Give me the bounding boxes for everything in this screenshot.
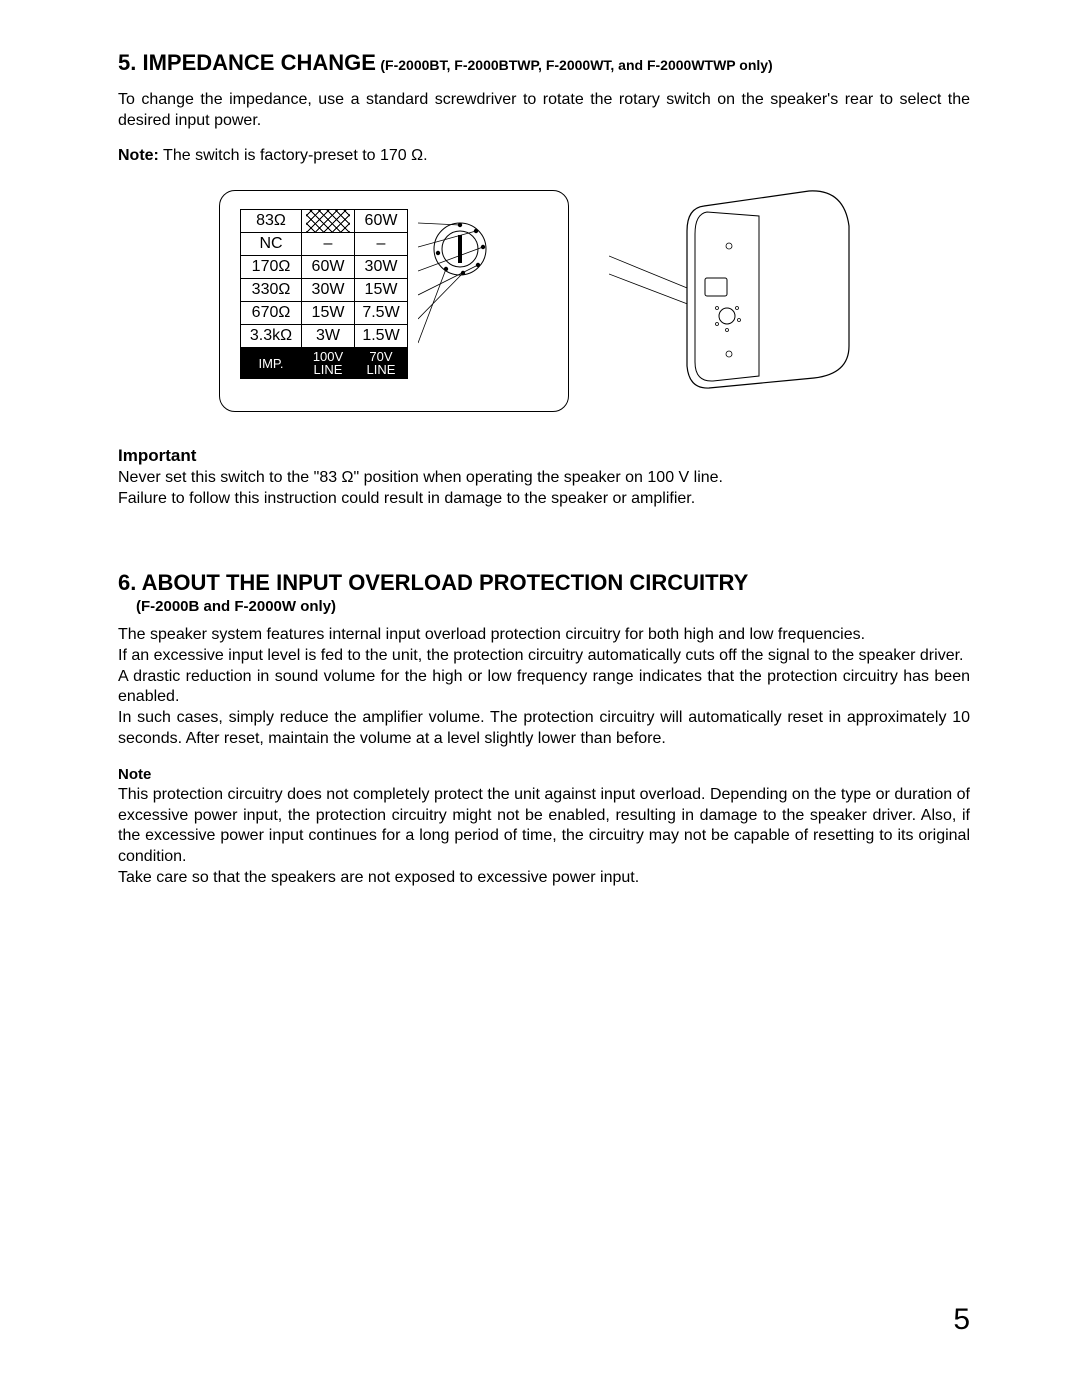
hdr-imp: IMP. — [241, 348, 302, 379]
cell-100v: – — [302, 233, 355, 256]
cell-70v: 7.5W — [355, 302, 408, 325]
section6-p2: If an excessive input level is fed to th… — [118, 646, 970, 667]
table-row: 3.3kΩ 3W 1.5W — [241, 325, 408, 348]
cell-100v: 15W — [302, 302, 355, 325]
section6-note-p1: This protection circuitry does not compl… — [118, 785, 970, 868]
hatch-icon — [306, 210, 350, 232]
section6-p3: A drastic reduction in sound volume for … — [118, 667, 970, 709]
hdr-100v: 100VLINE — [302, 348, 355, 379]
section6-note-p2: Take care so that the speakers are not e… — [118, 868, 970, 889]
section6-heading: 6. ABOUT THE INPUT OVERLOAD PROTECTION C… — [118, 570, 970, 596]
cell-70v: 60W — [355, 210, 408, 233]
cell-70v: – — [355, 233, 408, 256]
table-row: 83Ω 60W — [241, 210, 408, 233]
cell-100v: 3W — [302, 325, 355, 348]
cell-imp: 83Ω — [241, 210, 302, 233]
impedance-table: 83Ω 60W NC – – 170Ω 60W 30W 330Ω 30W — [240, 209, 408, 379]
impedance-panel: 83Ω 60W NC – – 170Ω 60W 30W 330Ω 30W — [219, 190, 569, 412]
table-row: 170Ω 60W 30W — [241, 256, 408, 279]
note-label: Note: — [118, 147, 159, 164]
important-block: Important Never set this switch to the "… — [118, 446, 970, 510]
manual-page: 5. IMPEDANCE CHANGE (F-2000BT, F-2000BTW… — [0, 0, 1080, 1397]
note-text: The switch is factory-preset to 170 Ω. — [159, 147, 428, 164]
section5-note: Note: The switch is factory-preset to 17… — [118, 146, 970, 167]
cell-100v: 60W — [302, 256, 355, 279]
impedance-figure: 83Ω 60W NC – – 170Ω 60W 30W 330Ω 30W — [118, 186, 970, 416]
important-title: Important — [118, 446, 970, 466]
section5-para1: To change the impedance, use a standard … — [118, 90, 970, 132]
table-row: 330Ω 30W 15W — [241, 279, 408, 302]
page-number: 5 — [953, 1303, 970, 1337]
section6-p1: The speaker system features internal inp… — [118, 625, 970, 646]
table-row: NC – – — [241, 233, 408, 256]
cell-imp: 330Ω — [241, 279, 302, 302]
cell-70v: 15W — [355, 279, 408, 302]
section5-models: (F-2000BT, F-2000BTWP, F-2000WT, and F-2… — [380, 57, 772, 73]
cell-imp: 3.3kΩ — [241, 325, 302, 348]
cell-imp: 170Ω — [241, 256, 302, 279]
section6-p4: In such cases, simply reduce the amplifi… — [118, 708, 970, 750]
hdr-70v: 70VLINE — [355, 348, 408, 379]
table-header-row: IMP. 100VLINE 70VLINE — [241, 348, 408, 379]
section6-note-title: Note — [118, 766, 970, 783]
cell-imp: 670Ω — [241, 302, 302, 325]
rotary-switch-icon — [418, 213, 548, 393]
cell-imp: NC — [241, 233, 302, 256]
section6-title: 6. ABOUT THE INPUT OVERLOAD PROTECTION C… — [118, 570, 748, 595]
important-line1: Never set this switch to the "83 Ω" posi… — [118, 468, 970, 489]
cell-hatch — [302, 210, 355, 233]
cell-100v: 30W — [302, 279, 355, 302]
important-line2: Failure to follow this instruction could… — [118, 489, 970, 510]
section5-heading: 5. IMPEDANCE CHANGE (F-2000BT, F-2000BTW… — [118, 50, 970, 76]
speaker-rear-icon — [609, 186, 869, 416]
cell-70v: 1.5W — [355, 325, 408, 348]
cell-70v: 30W — [355, 256, 408, 279]
table-row: 670Ω 15W 7.5W — [241, 302, 408, 325]
section6-models: (F-2000B and F-2000W only) — [136, 598, 970, 615]
section5-title: 5. IMPEDANCE CHANGE — [118, 50, 376, 75]
